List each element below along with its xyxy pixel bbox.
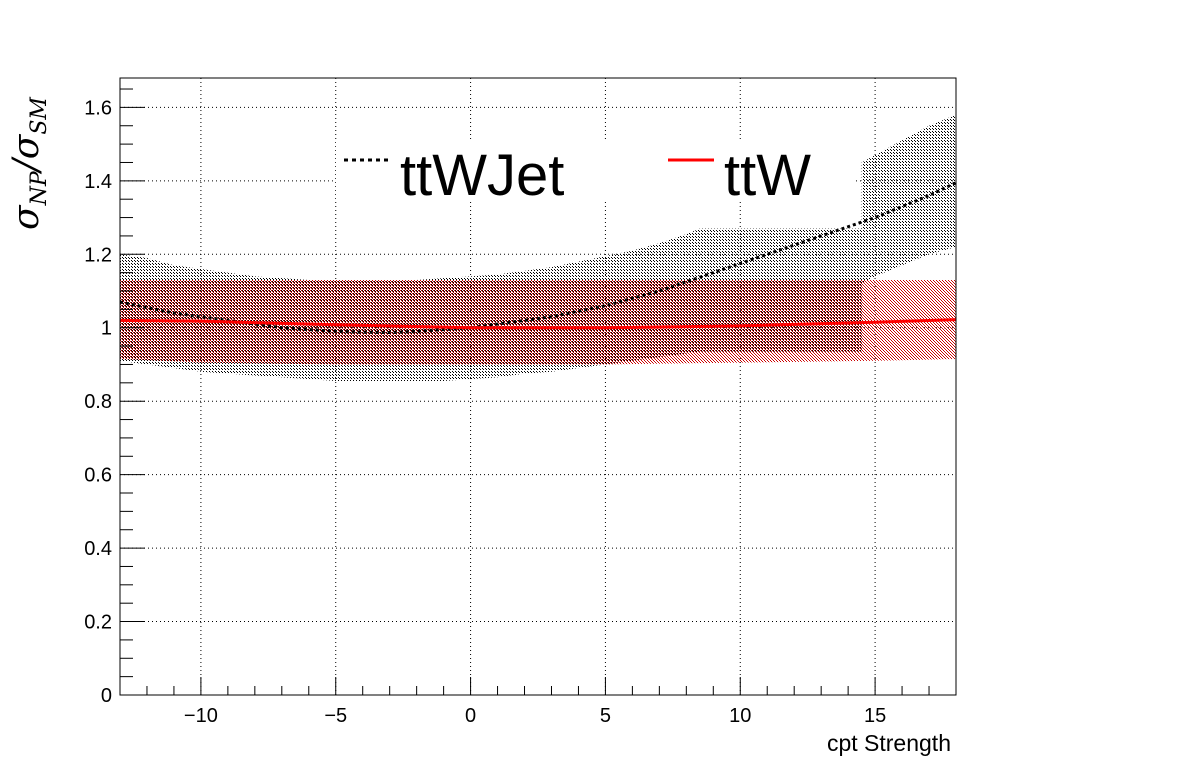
x-tick-label: −10 xyxy=(184,705,218,727)
x-tick-label: 0 xyxy=(465,705,476,727)
x-tick-label: 10 xyxy=(729,705,751,727)
y-tick-label: 1 xyxy=(101,318,112,340)
y-tick-label: 0.4 xyxy=(84,538,112,560)
y-axis-title: σNP/σSM xyxy=(6,97,52,230)
y-tick-label: 1.2 xyxy=(84,244,112,266)
y-axis-title-symbol-2: σ xyxy=(6,133,47,159)
legend-background xyxy=(336,140,856,200)
legend-label-ttwjet: ttWJet xyxy=(400,143,564,208)
axis-ticks xyxy=(119,88,957,696)
x-axis-title: cpt Strength xyxy=(827,730,951,756)
tick-labels: −10 −5 0 5 10 15 0 0.2 0.4 0.6 0.8 1 1.2 1.4 1.6 xyxy=(84,97,886,727)
x-tick-label: −5 xyxy=(324,705,347,727)
series-line-ttwjet xyxy=(120,181,956,335)
y-tick-label: 0.8 xyxy=(84,391,112,413)
uncertainty-band-ttw xyxy=(120,279,956,365)
y-axis-title-sub2: SM xyxy=(27,97,52,135)
x-tick-label: 5 xyxy=(600,705,611,727)
svg-text:σNP/σSM: σNP/σSM xyxy=(6,97,52,230)
y-axis-title-slash: / xyxy=(6,155,47,174)
y-tick-label: 1.6 xyxy=(84,97,112,119)
plot-frame xyxy=(119,77,957,696)
series-lines xyxy=(120,181,956,335)
legend: ttWJet ttW xyxy=(336,140,856,208)
x-tick-label: 15 xyxy=(864,705,886,727)
y-axis-title-symbol: σ xyxy=(6,204,47,230)
y-tick-label: 0.2 xyxy=(84,612,112,634)
y-tick-label: 0 xyxy=(101,685,112,707)
y-tick-label: 1.4 xyxy=(84,171,112,193)
series-line-ttw xyxy=(120,318,956,330)
y-tick-label: 0.6 xyxy=(84,465,112,487)
y-axis-title-sub1: NP xyxy=(27,170,52,206)
uncertainty-bands xyxy=(120,114,956,381)
legend-label-ttw: ttW xyxy=(724,143,811,208)
